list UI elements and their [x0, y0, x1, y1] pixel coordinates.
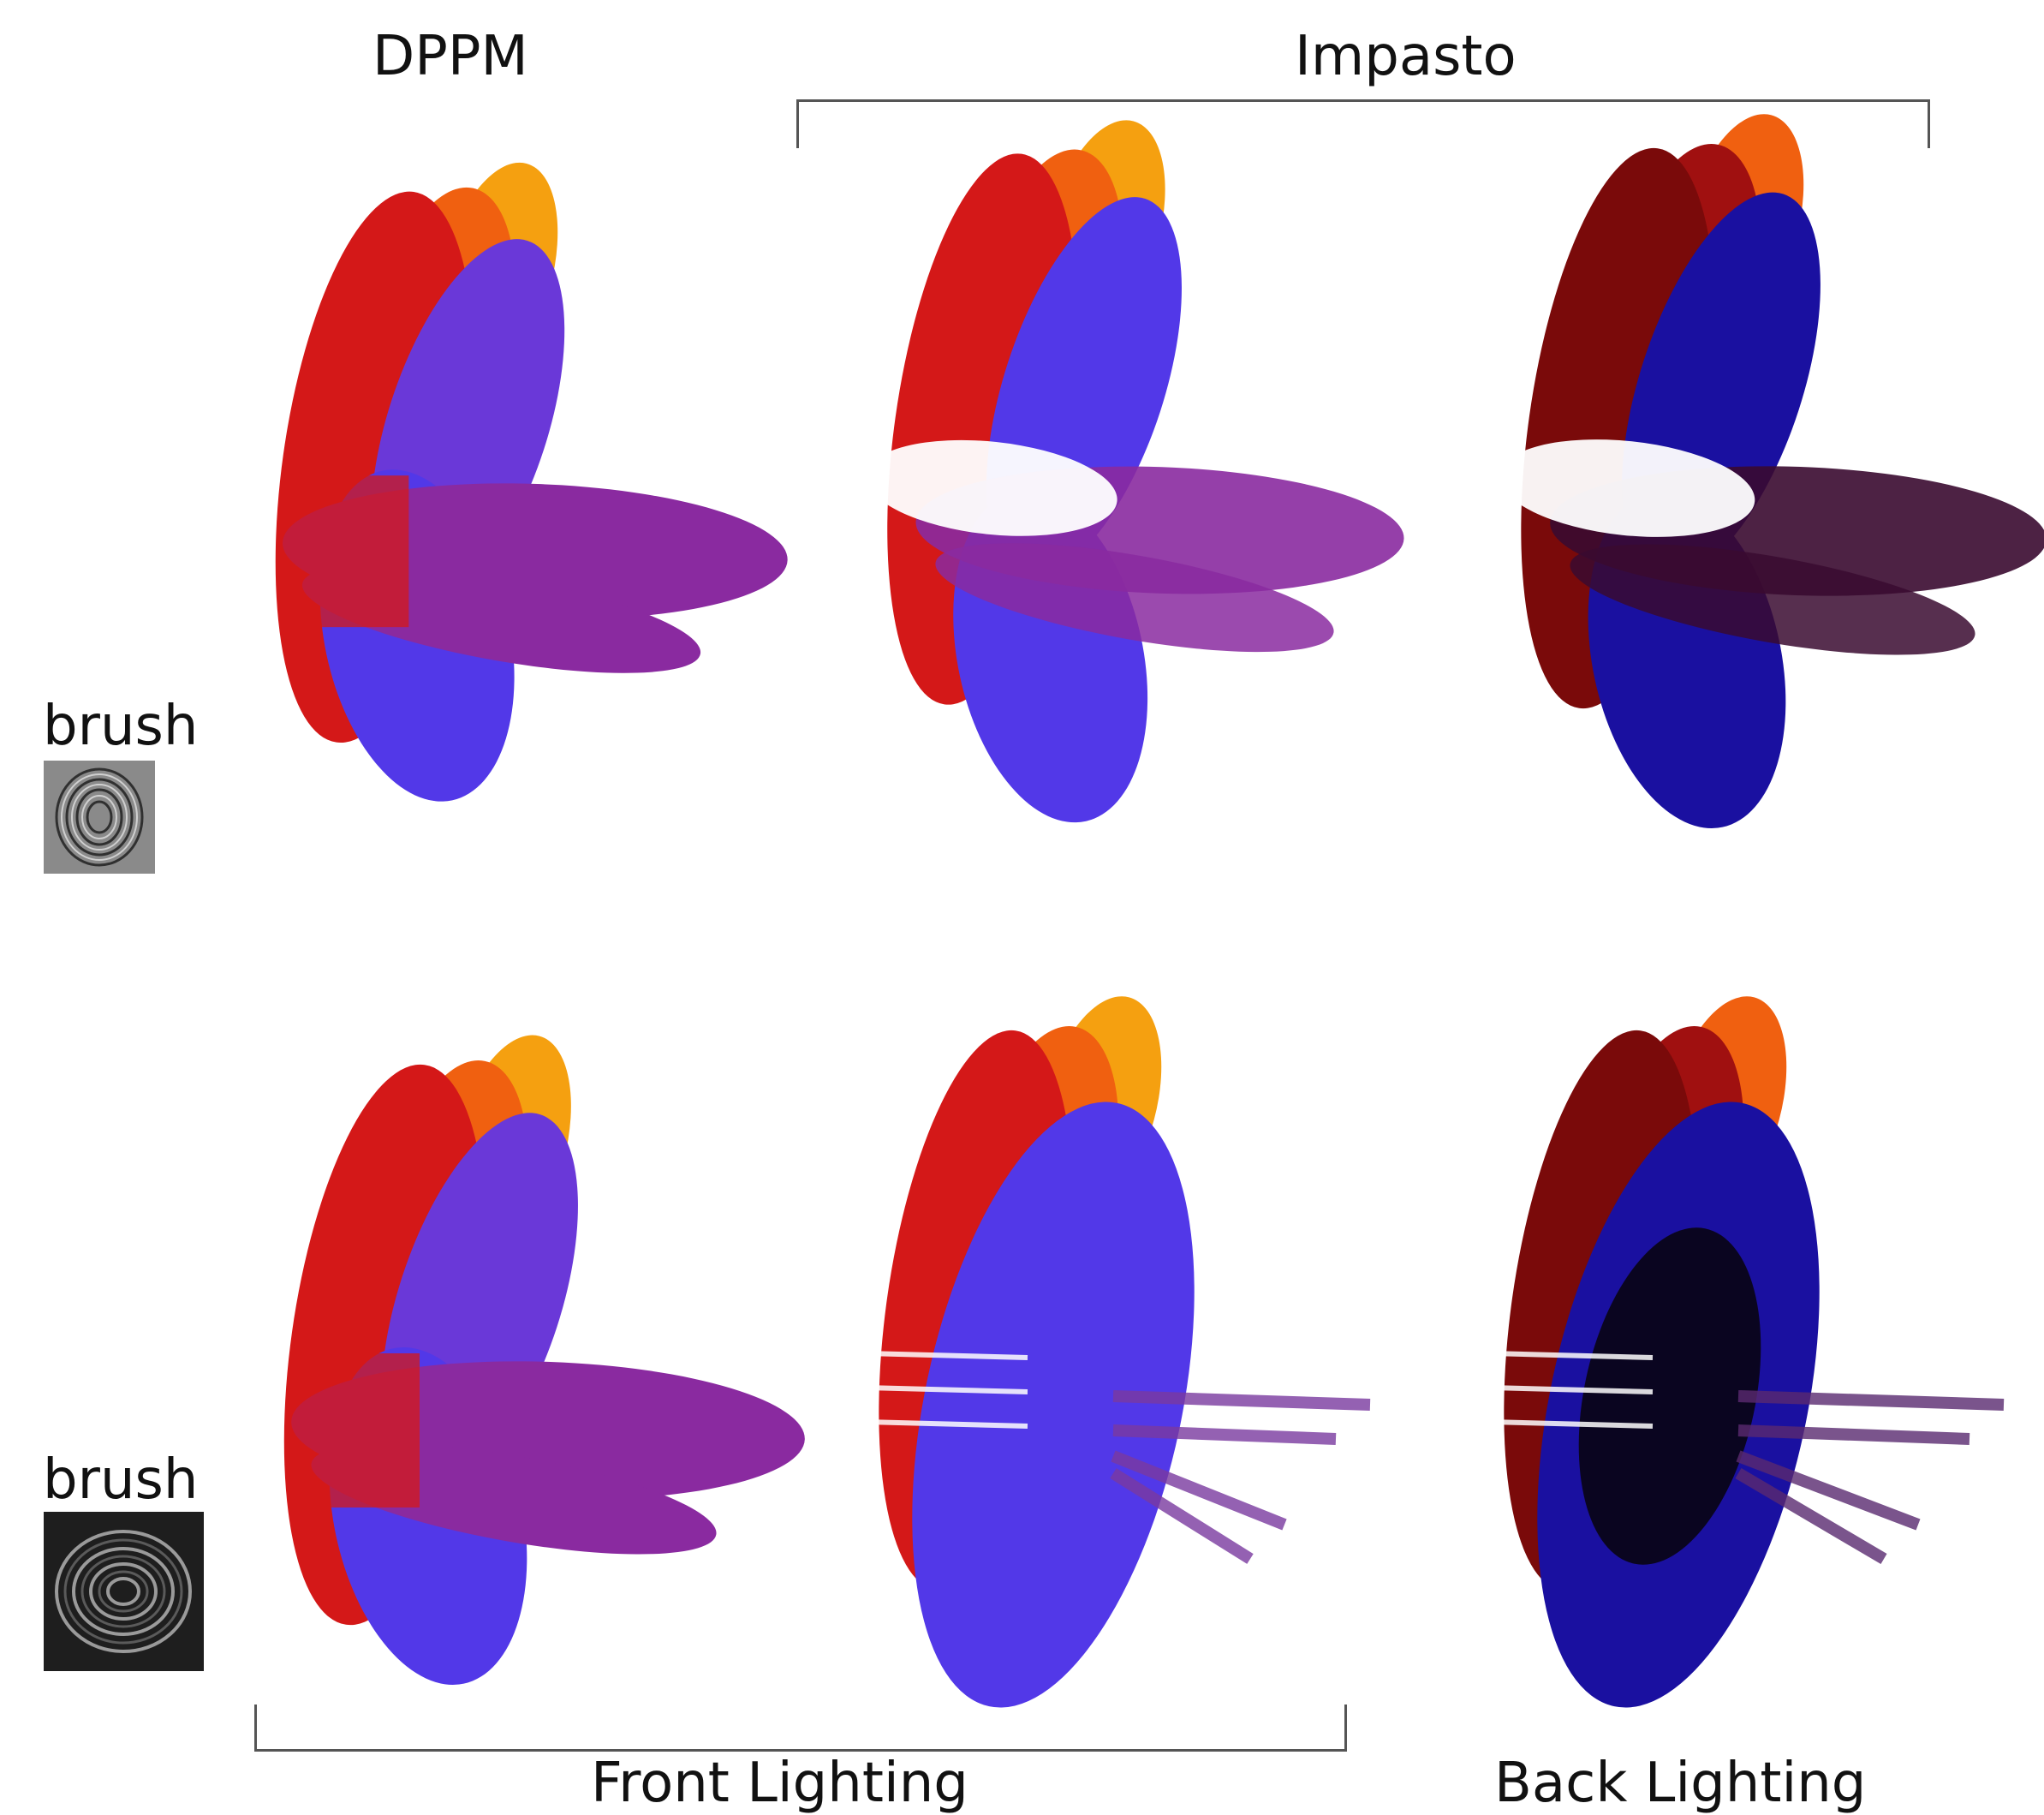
front-lighting-bracket	[254, 1705, 1347, 1752]
row2-brush-swatch	[44, 1512, 204, 1671]
row1-dppm-render	[274, 146, 788, 822]
row2-impasto-back-render	[1481, 994, 2021, 1730]
impasto-bracket	[796, 99, 1930, 148]
row1-impasto-front-render	[866, 111, 1404, 848]
row2-brush-label: brush	[43, 1448, 199, 1512]
row2-impasto-front-render	[856, 994, 1387, 1730]
row2-dppm-render	[283, 1019, 805, 1705]
impasto-header: Impasto	[1295, 25, 1517, 88]
row1-brush-label: brush	[43, 695, 199, 758]
row1-brush-swatch	[44, 761, 155, 874]
back-lighting-label: Back Lighting	[1494, 1752, 1867, 1815]
dppm-header: DPPM	[372, 25, 528, 88]
row1-impasto-back-render	[1499, 111, 2044, 848]
front-lighting-label: Front Lighting	[591, 1752, 968, 1815]
